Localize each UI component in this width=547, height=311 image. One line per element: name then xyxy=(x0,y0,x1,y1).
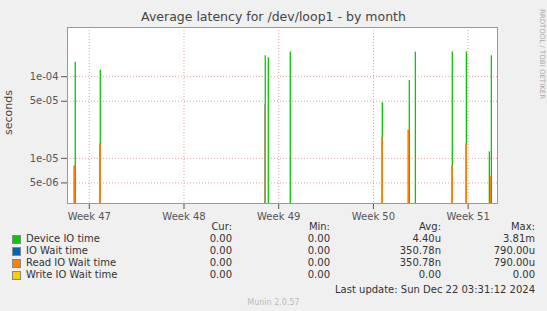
html-text:0.00: 0.00 xyxy=(418,269,441,280)
html-text:Average latency for /dev/loop1: Average latency for /dev/loop1 - by mont… xyxy=(141,9,406,24)
svg-text:1e-04: 1e-04 xyxy=(30,71,59,82)
html-text:0.00: 0.00 xyxy=(209,269,232,280)
html-text:4.40u: 4.40u xyxy=(412,233,441,244)
html-text:790.00u: 790.00u xyxy=(493,257,535,268)
svg-text:1e-05: 1e-05 xyxy=(30,153,59,164)
html-text:IO Wait time: IO Wait time xyxy=(26,245,88,256)
svg-text:Week 51: Week 51 xyxy=(446,211,489,222)
svg-text:Week 50: Week 50 xyxy=(352,211,395,222)
html-text:Write IO Wait time: Write IO Wait time xyxy=(26,269,118,280)
html-text:0.00: 0.00 xyxy=(307,233,330,244)
html-text:0.00: 0.00 xyxy=(512,269,535,280)
html-text:0.00: 0.00 xyxy=(209,233,232,244)
html-text:Last update: Sun Dec 22 03:31:: Last update: Sun Dec 22 03:31:12 2024 xyxy=(335,284,535,295)
html-text:350.78n: 350.78n xyxy=(399,245,441,256)
html-text:0.00: 0.00 xyxy=(209,257,232,268)
html-text:0.00: 0.00 xyxy=(209,245,232,256)
html-text:seconds: seconds xyxy=(2,90,15,135)
html-text:Read IO Wait time: Read IO Wait time xyxy=(26,257,117,268)
svg-text:Week 48: Week 48 xyxy=(162,211,205,222)
html-text:Cur:: Cur: xyxy=(211,221,232,232)
svg-text:5e-06: 5e-06 xyxy=(30,177,59,188)
html-text:350.78n: 350.78n xyxy=(399,257,441,268)
html-text:790.00u: 790.00u xyxy=(493,245,535,256)
html-text:RRDTOOL / TOBI OETIKER: RRDTOOL / TOBI OETIKER xyxy=(538,8,547,100)
svg-text:5e-05: 5e-05 xyxy=(30,95,59,106)
html-text:0.00: 0.00 xyxy=(307,257,330,268)
html-text:Max:: Max: xyxy=(511,221,535,232)
html-text:Avg:: Avg: xyxy=(419,221,441,232)
html-text:0.00: 0.00 xyxy=(307,269,330,280)
svg-text:Week 47: Week 47 xyxy=(68,211,111,222)
html-text:Device IO time: Device IO time xyxy=(26,233,100,244)
svg-text:Week 49: Week 49 xyxy=(257,211,300,222)
html-text:0.00: 0.00 xyxy=(307,245,330,256)
html-text:Munin 2.0.57: Munin 2.0.57 xyxy=(247,298,300,307)
html-text:Min:: Min: xyxy=(308,221,330,232)
html-text:3.81m: 3.81m xyxy=(503,233,535,244)
